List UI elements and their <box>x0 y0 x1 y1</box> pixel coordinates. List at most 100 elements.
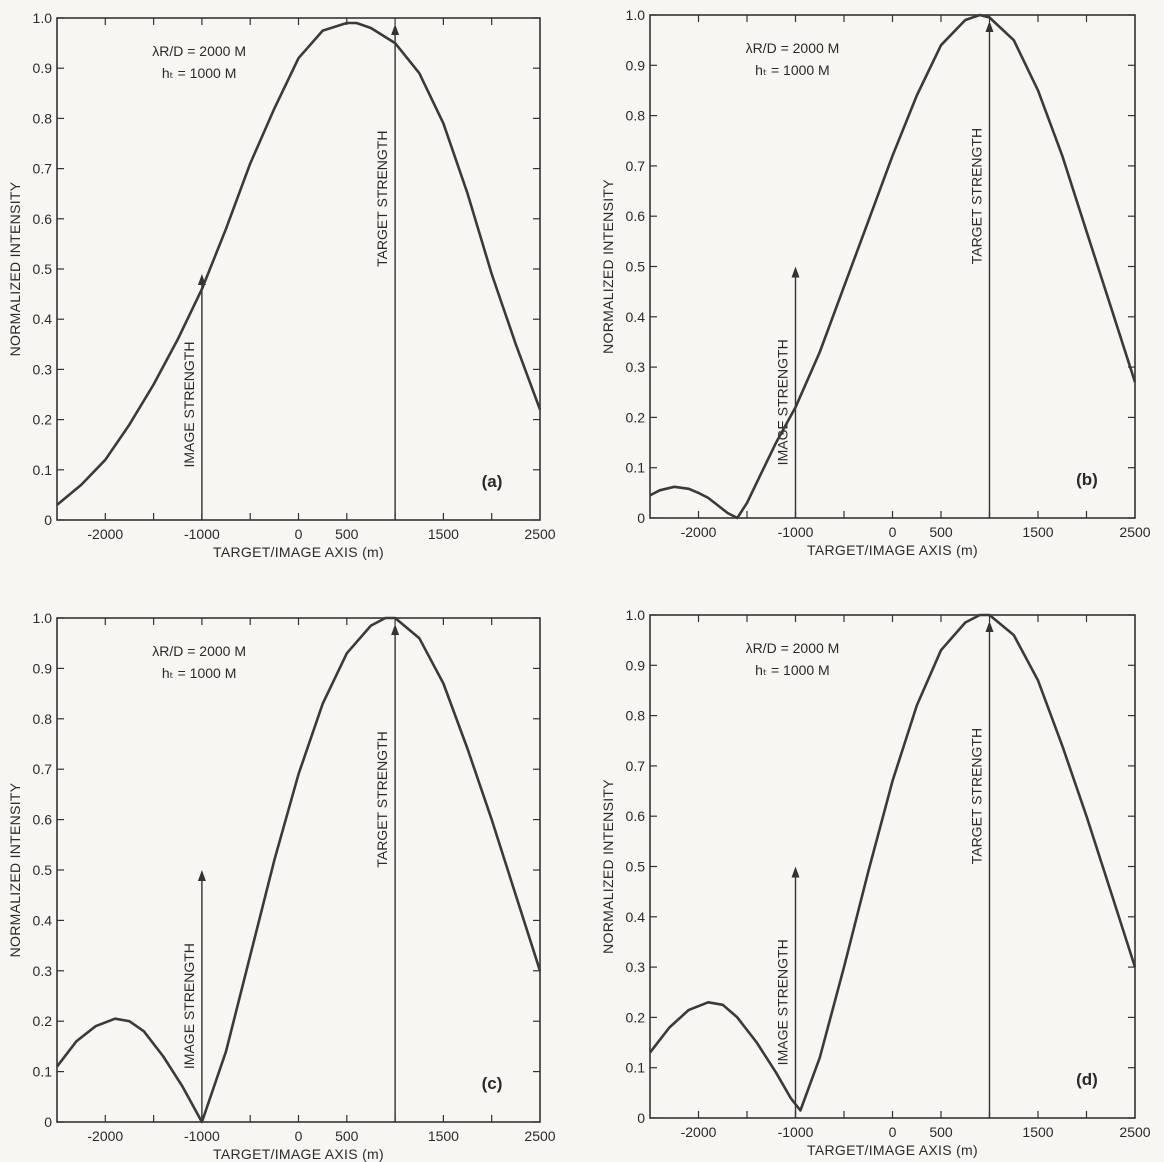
x-tick-label: 1500 <box>428 1128 459 1144</box>
y-tick-label: 0.4 <box>626 909 646 925</box>
x-tick-label: -2000 <box>681 1124 717 1140</box>
x-axis-label: TARGET/IMAGE AXIS (m) <box>213 544 384 560</box>
x-tick-label: -1000 <box>778 524 814 540</box>
panel-label: (d) <box>1076 1070 1098 1089</box>
arrow-head <box>985 21 994 32</box>
y-tick-label: 0.2 <box>33 1013 53 1029</box>
parameter-annotation: hₜ = 1000 M <box>162 665 237 681</box>
x-tick-label: 500 <box>929 524 953 540</box>
y-tick-label: 0.5 <box>33 261 53 277</box>
x-tick-label: 0 <box>889 524 897 540</box>
intensity-curve <box>649 13 1137 520</box>
x-axis-label: TARGET/IMAGE AXIS (m) <box>807 1142 978 1158</box>
y-tick-label: 0.9 <box>33 60 53 76</box>
y-tick-label: 1.0 <box>33 610 53 626</box>
y-tick-label: 1.0 <box>626 607 646 623</box>
y-tick-label: 0.6 <box>33 211 53 227</box>
panel-label: (b) <box>1076 470 1098 489</box>
y-tick-label: 0.1 <box>626 1060 646 1076</box>
intensity-curve <box>56 21 542 506</box>
x-tick-label: 2500 <box>1119 1124 1150 1140</box>
y-tick-label: 0.6 <box>33 812 53 828</box>
x-tick-label: -2000 <box>87 1128 123 1144</box>
panel-label: (a) <box>482 472 503 491</box>
parameter-annotation: hₜ = 1000 M <box>755 62 830 78</box>
y-tick-label: 0 <box>44 1114 52 1130</box>
y-tick-label: 0.9 <box>626 57 646 73</box>
panel-c: 0 0.1 0.2 0.3 0.4 0.5 0.6 0.7 0.8 0.9 1.0 -2000 -100… <box>7 610 556 1162</box>
target-strength-label: TARGET STRENGTH <box>374 731 390 867</box>
x-tick-label: 0 <box>295 526 303 542</box>
image-strength-label: IMAGE STRENGTH <box>181 943 197 1069</box>
y-axis-label: NORMALIZED INTENSITY <box>7 181 23 356</box>
x-tick-label: -1000 <box>184 1128 220 1144</box>
y-tick-label: 0.1 <box>626 460 646 476</box>
y-tick-label: 0.8 <box>33 110 53 126</box>
x-tick-label: 1500 <box>1022 1124 1053 1140</box>
arrow-head <box>791 866 800 878</box>
y-tick-label: 0.9 <box>33 660 53 676</box>
parameter-annotation: λR/D = 2000 M <box>152 643 246 659</box>
y-axis-label: NORMALIZED INTENSITY <box>600 179 616 354</box>
intensity-curve <box>55 616 542 1124</box>
y-axis-label: NORMALIZED INTENSITY <box>7 782 23 957</box>
panel-label: (c) <box>482 1074 503 1093</box>
y-tick-label: 0.6 <box>626 808 646 824</box>
y-tick-label: 0 <box>44 512 52 528</box>
parameter-annotation: λR/D = 2000 M <box>746 640 840 656</box>
y-tick-label: 0.3 <box>33 361 53 377</box>
panel-b: 0 0.1 0.2 0.3 0.4 0.5 0.6 0.7 0.8 0.9 1.0 -2000 -100… <box>600 7 1151 558</box>
plot-frame-d <box>649 614 1136 1119</box>
plot-frame-b <box>649 14 1136 519</box>
x-axis-label: TARGET/IMAGE AXIS (m) <box>807 542 978 558</box>
x-tick-label: -1000 <box>778 1124 814 1140</box>
y-tick-label: 0.2 <box>626 1009 646 1025</box>
target-strength-label: TARGET STRENGTH <box>969 728 985 864</box>
x-tick-label: 0 <box>295 1128 303 1144</box>
parameter-annotation: λR/D = 2000 M <box>152 43 246 59</box>
y-tick-label: 0.2 <box>33 412 53 428</box>
y-tick-label: 0.6 <box>626 208 646 224</box>
y-tick-label: 0.3 <box>33 963 53 979</box>
parameter-annotation: hₜ = 1000 M <box>162 65 237 81</box>
x-tick-label: -2000 <box>87 526 123 542</box>
image-strength-label: IMAGE STRENGTH <box>775 339 791 465</box>
y-tick-label: 0.7 <box>33 761 53 777</box>
y-tick-label: 0.8 <box>626 708 646 724</box>
target-strength-label: TARGET STRENGTH <box>374 131 390 267</box>
x-tick-label: 2500 <box>524 1128 555 1144</box>
parameter-annotation: λR/D = 2000 M <box>746 40 840 56</box>
target-strength-label: TARGET STRENGTH <box>969 128 985 264</box>
y-tick-label: 0.9 <box>626 657 646 673</box>
x-tick-label: 0 <box>889 1124 897 1140</box>
y-tick-label: 0.5 <box>626 859 646 875</box>
x-tick-label: 1500 <box>428 526 459 542</box>
arrow-head <box>197 870 206 881</box>
x-tick-label: 500 <box>335 526 359 542</box>
y-tick-label: 0.5 <box>626 259 646 275</box>
image-strength-label: IMAGE STRENGTH <box>775 939 791 1065</box>
y-tick-label: 0.4 <box>33 311 53 327</box>
parameter-annotation: hₜ = 1000 M <box>755 662 830 678</box>
y-tick-label: 0.8 <box>33 711 53 727</box>
y-tick-label: 0.4 <box>626 309 646 325</box>
panel-d: 0 0.1 0.2 0.3 0.4 0.5 0.6 0.7 0.8 0.9 1.0 -2000 -100… <box>600 607 1151 1158</box>
x-tick-label: 500 <box>929 1124 953 1140</box>
arrow-head <box>985 621 994 632</box>
y-tick-label: 0.4 <box>33 912 53 928</box>
y-tick-label: 0.3 <box>626 959 646 975</box>
plot-frame-c <box>56 617 541 1123</box>
y-tick-label: 0 <box>637 1110 645 1126</box>
arrow-head <box>391 624 400 635</box>
x-tick-label: 2500 <box>1119 524 1150 540</box>
arrow-head <box>391 24 400 35</box>
x-tick-label: 2500 <box>524 526 555 542</box>
arrow-head <box>791 266 800 278</box>
y-tick-label: 1.0 <box>33 10 53 26</box>
y-tick-label: 0.8 <box>626 108 646 124</box>
y-tick-label: 0.1 <box>33 462 53 478</box>
y-tick-label: 0.5 <box>33 862 53 878</box>
y-axis-label: NORMALIZED INTENSITY <box>600 779 616 954</box>
x-tick-label: -2000 <box>681 524 717 540</box>
